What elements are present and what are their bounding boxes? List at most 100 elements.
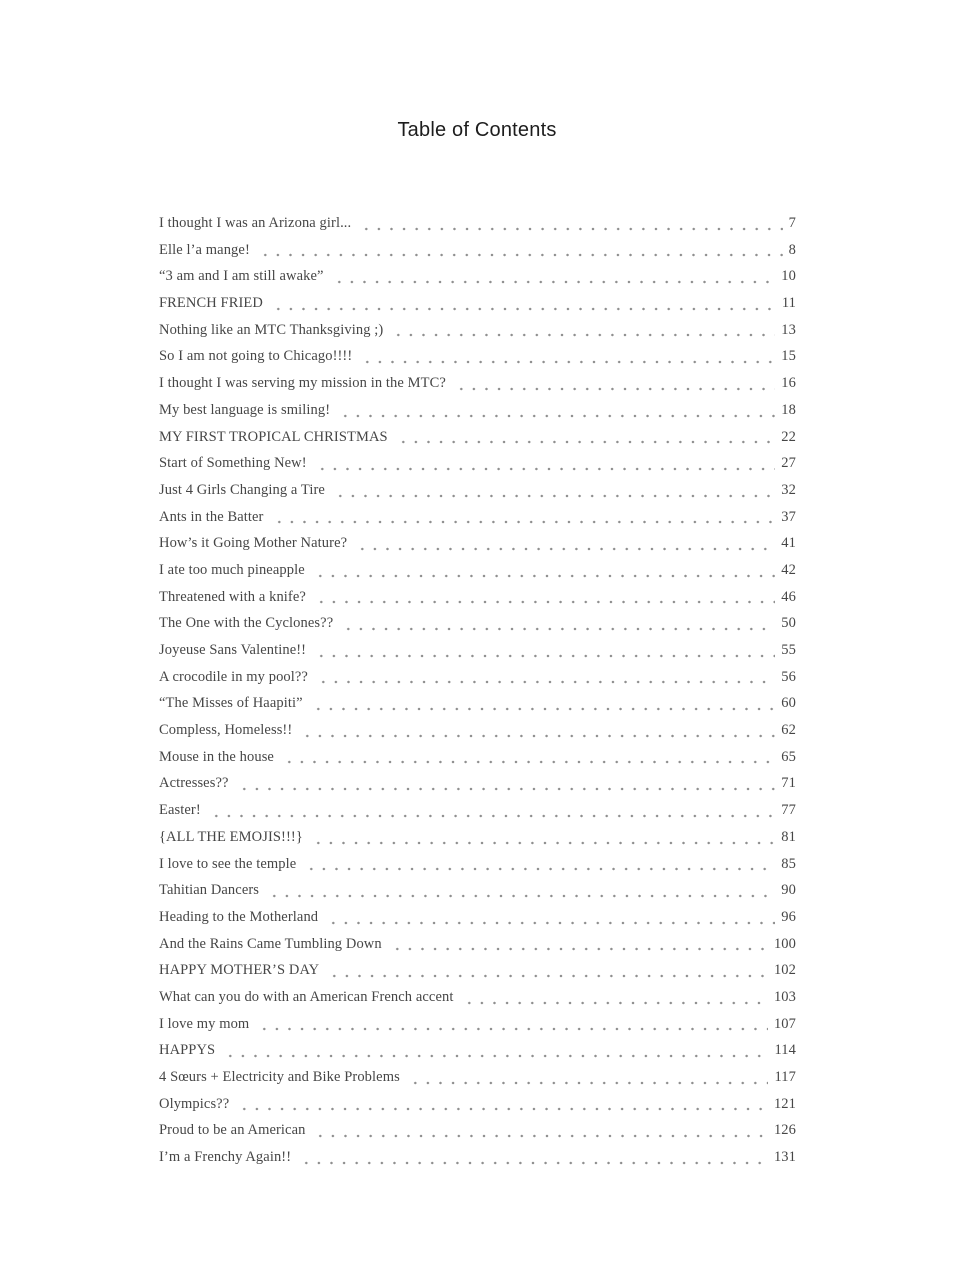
toc-entry: Joyeuse Sans Valentine!! 55 xyxy=(159,637,796,664)
dot-leader xyxy=(460,983,768,1011)
toc-entry-label: HAPPYS xyxy=(159,1042,216,1059)
toc-entry-label: A crocodile in my pool?? xyxy=(159,668,308,685)
toc-entry: My best language is smiling! 18 xyxy=(159,396,796,424)
dot-leader xyxy=(406,1064,769,1091)
toc-entry-page-number: 42 xyxy=(781,561,796,578)
toc-entry-label: I ate too much pineapple xyxy=(159,561,305,578)
toc-entry: Olympics?? 121 xyxy=(159,1090,796,1118)
toc-entry: MY FIRST TROPICAL CHRISTMAS 22 xyxy=(159,423,796,451)
dot-leader xyxy=(337,396,776,424)
dot-leader xyxy=(326,957,768,984)
toc-entry: How’s it Going Mother Nature? 41 xyxy=(159,530,796,557)
dot-leader xyxy=(330,263,776,291)
toc-entry-page-number: 102 xyxy=(773,962,796,979)
toc-entry-label: Heading to the Motherland xyxy=(159,908,319,925)
toc-entry: Proud to be an American 126 xyxy=(159,1117,796,1145)
table-of-contents: I thought I was an Arizona girl... 7 Elle … xyxy=(159,210,796,1171)
toc-entry: Ants in the Batter 37 xyxy=(159,503,796,531)
toc-entry-label: I thought I was serving my mission in th… xyxy=(159,375,446,392)
toc-entry: {ALL THE EMOJIS!!!} 81 xyxy=(159,823,796,851)
toc-entry: I love my mom 107 xyxy=(159,1010,796,1038)
dot-leader xyxy=(269,290,776,317)
toc-entry-label: Ants in the Batter xyxy=(159,508,264,525)
toc-entry-page-number: 11 xyxy=(781,295,796,312)
dot-leader xyxy=(303,850,776,878)
toc-entry-label: I love my mom xyxy=(159,1015,250,1032)
toc-entry-page-number: 71 xyxy=(781,775,796,792)
toc-entry-label: Joyeuse Sans Valentine!! xyxy=(159,642,307,658)
toc-entry-label: I thought I was an Arizona girl... xyxy=(159,215,352,231)
toc-entry-label: HAPPY MOTHER’S DAY xyxy=(159,962,320,979)
dot-leader xyxy=(280,743,776,771)
toc-entry-page-number: 85 xyxy=(781,855,796,872)
toc-entry: Heading to the Motherland 96 xyxy=(159,903,796,931)
toc-entry-label: “3 am and I am still awake” xyxy=(159,268,324,285)
toc-entry: I thought I was serving my mission in th… xyxy=(159,370,796,397)
dot-leader xyxy=(313,637,776,664)
toc-entry-page-number: 8 xyxy=(788,241,796,258)
toc-entry-label: So I am not going to Chicago!!!! xyxy=(159,348,353,365)
dot-leader xyxy=(236,1090,768,1118)
toc-entry-page-number: 65 xyxy=(781,748,796,765)
toc-entry-page-number: 100 xyxy=(773,935,796,952)
toc-entry: Tahitian Dancers 90 xyxy=(159,877,796,904)
toc-entry-label: The One with the Cyclones?? xyxy=(159,615,334,632)
toc-entry-label: What can you do with an American French … xyxy=(159,988,454,1005)
toc-entry-label: Proud to be an American xyxy=(159,1122,306,1139)
dot-leader xyxy=(390,316,776,344)
toc-entry-page-number: 50 xyxy=(781,615,796,632)
toc-entry: Nothing like an MTC Thanksgiving ;) 13 xyxy=(159,316,796,344)
toc-entry: So I am not going to Chicago!!!! 15 xyxy=(159,343,796,371)
toc-entry-page-number: 55 xyxy=(781,642,796,658)
toc-entry-page-number: 41 xyxy=(781,535,796,552)
dot-leader xyxy=(298,1144,768,1171)
dot-leader xyxy=(394,423,776,451)
dot-leader xyxy=(325,903,776,931)
dot-leader xyxy=(235,770,776,798)
toc-entry-label: FRENCH FRIED xyxy=(159,295,263,312)
toc-entry-page-number: 107 xyxy=(773,1015,796,1032)
toc-entry: “The Misses of Haapiti” 60 xyxy=(159,690,796,718)
toc-entry-page-number: 121 xyxy=(773,1095,796,1112)
toc-entry-page-number: 60 xyxy=(781,695,796,712)
toc-entry-page-number: 62 xyxy=(781,722,796,739)
toc-entry: I ate too much pineapple 42 xyxy=(159,556,796,584)
toc-entry: I’m a Frenchy Again!! 131 xyxy=(159,1144,796,1171)
toc-entry: A crocodile in my pool?? 56 xyxy=(159,663,796,691)
toc-entry-page-number: 10 xyxy=(781,268,796,285)
toc-entry: HAPPY MOTHER’S DAY 102 xyxy=(159,957,796,984)
toc-entry-label: 4 Sœurs + Electricity and Bike Problems xyxy=(159,1069,400,1085)
toc-entry: HAPPYS 114 xyxy=(159,1037,796,1064)
toc-entry: And the Rains Came Tumbling Down 100 xyxy=(159,930,796,958)
toc-entry-page-number: 32 xyxy=(781,481,796,498)
dot-leader xyxy=(299,717,776,744)
dot-leader xyxy=(331,476,776,504)
toc-entry-page-number: 46 xyxy=(781,588,796,605)
toc-entry-label: I love to see the temple xyxy=(159,855,297,872)
dot-leader xyxy=(358,210,783,237)
toc-entry-page-number: 114 xyxy=(774,1042,796,1059)
toc-entry-page-number: 77 xyxy=(781,802,796,819)
toc-entry-label: Start of Something New! xyxy=(159,455,307,472)
toc-entry-page-number: 37 xyxy=(781,508,796,525)
toc-entry: Just 4 Girls Changing a Tire 32 xyxy=(159,476,796,504)
toc-entry-label: Olympics?? xyxy=(159,1095,230,1112)
toc-entry-label: Actresses?? xyxy=(159,775,229,792)
toc-entry-label: Easter! xyxy=(159,802,201,819)
dot-leader xyxy=(222,1037,769,1064)
toc-entry: FRENCH FRIED 11 xyxy=(159,290,796,317)
toc-entry-label: I’m a Frenchy Again!! xyxy=(159,1149,292,1166)
dot-leader xyxy=(207,797,776,824)
toc-entry-page-number: 7 xyxy=(788,215,796,231)
toc-entry-label: My best language is smiling! xyxy=(159,401,331,418)
toc-entry: Elle l’a mange! 8 xyxy=(159,236,796,264)
toc-entry: Threatened with a knife? 46 xyxy=(159,583,796,611)
toc-entry: I love to see the temple 85 xyxy=(159,850,796,878)
dot-leader xyxy=(256,1010,768,1038)
toc-entry-page-number: 126 xyxy=(773,1122,796,1139)
dot-leader xyxy=(256,236,783,264)
toc-entry-page-number: 90 xyxy=(781,882,796,899)
toc-entry-page-number: 15 xyxy=(781,348,796,365)
dot-leader xyxy=(359,343,776,371)
